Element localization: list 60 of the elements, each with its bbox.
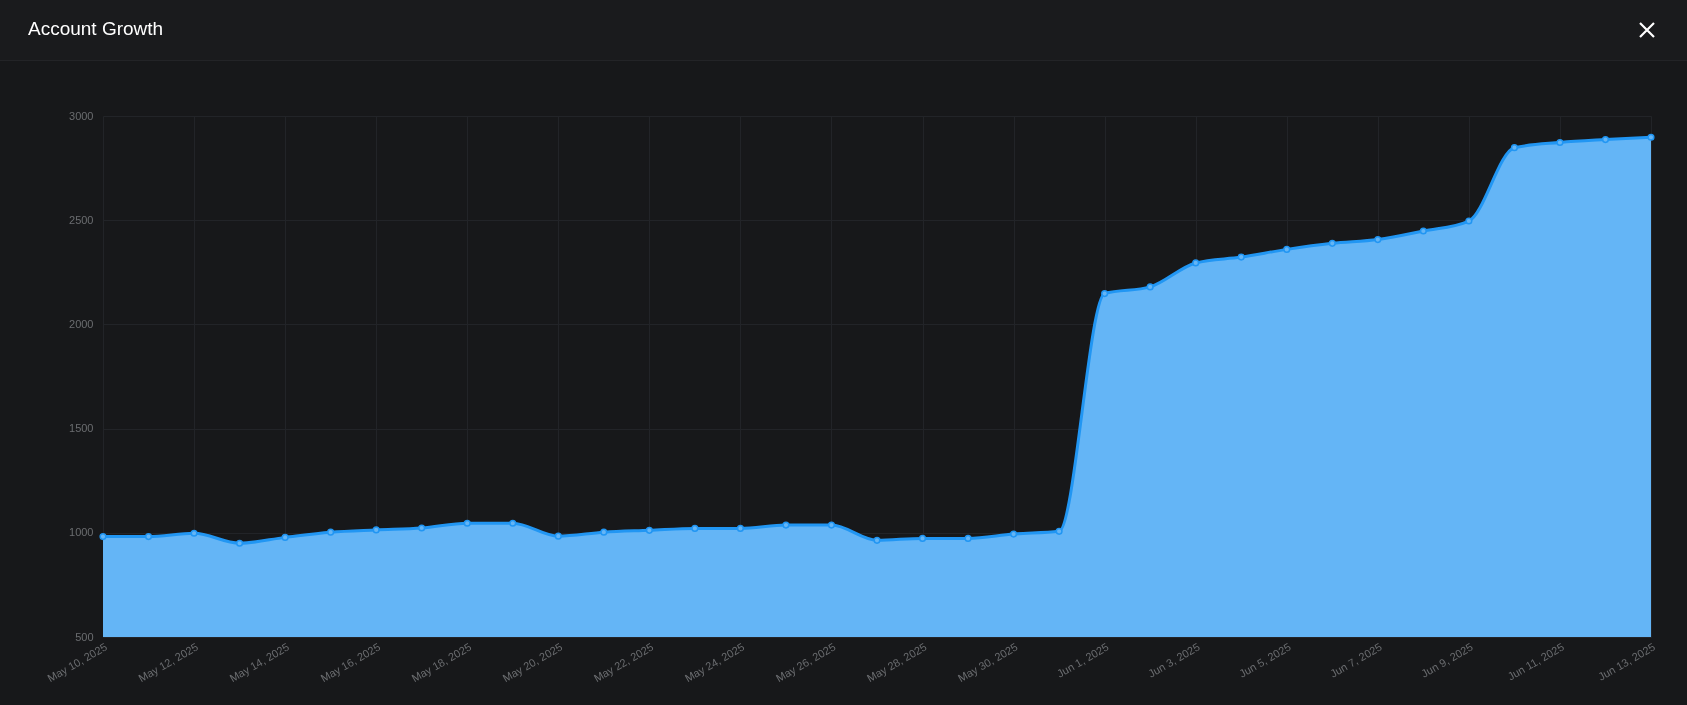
point [236,539,244,547]
point [1055,527,1063,535]
y-tick-label: 2000 [69,317,94,330]
x-tick-label: Jun 11, 2025 [1505,640,1566,683]
x-tick-label: May 12, 2025 [136,640,201,685]
point [372,526,380,534]
point [827,521,836,529]
point [691,524,699,532]
point [1510,144,1518,152]
x-tick-label: May 18, 2025 [409,640,474,685]
y-tick-label: 1000 [69,526,94,539]
point [600,528,608,536]
point [509,519,517,527]
point [463,519,471,527]
point [1601,135,1610,144]
point [1328,239,1336,247]
x-tick-label: Jun 5, 2025 [1236,640,1293,680]
point [144,532,153,541]
x-tick-label: May 20, 2025 [500,640,565,685]
x-tick-label: Jun 7, 2025 [1328,640,1384,680]
x-tick-label: May 14, 2025 [227,640,292,685]
point [1101,289,1109,298]
point [554,532,562,540]
point [1465,217,1473,225]
point [1419,227,1427,235]
point [99,532,107,541]
point [1374,236,1382,244]
point [190,529,198,537]
point [873,536,881,544]
point [327,528,335,536]
y-tick-label: 2500 [69,213,94,226]
point [918,534,927,542]
y-tick-label: 1500 [69,422,94,435]
point [645,526,653,534]
point [1647,133,1655,141]
x-tick-label: Jun 1, 2025 [1054,640,1111,680]
x-tick-label: May 16, 2025 [318,640,383,685]
x-tick-label: May 28, 2025 [864,640,929,685]
point [418,524,426,532]
point [1010,530,1018,538]
x-tick-label: May 26, 2025 [773,640,838,685]
point [736,524,744,532]
x-tick-label: Jun 13, 2025 [1595,640,1657,683]
point [964,534,972,542]
point [1146,283,1154,291]
x-tick-label: May 22, 2025 [591,640,656,685]
x-tick-label: May 24, 2025 [682,640,747,685]
point [782,521,790,529]
x-tick-label: May 10, 2025 [45,640,109,685]
point [1556,138,1564,147]
x-tick-label: Jun 3, 2025 [1145,640,1202,680]
y-tick-label: 3000 [69,109,94,122]
point [281,533,289,541]
x-tick-label: May 30, 2025 [955,640,1020,685]
x-tick-label: Jun 9, 2025 [1419,640,1475,680]
point [1192,259,1200,267]
point [1237,253,1245,261]
chart-title: Account Growth [28,18,164,40]
y-tick-label: 500 [75,630,94,643]
point [1283,245,1291,253]
